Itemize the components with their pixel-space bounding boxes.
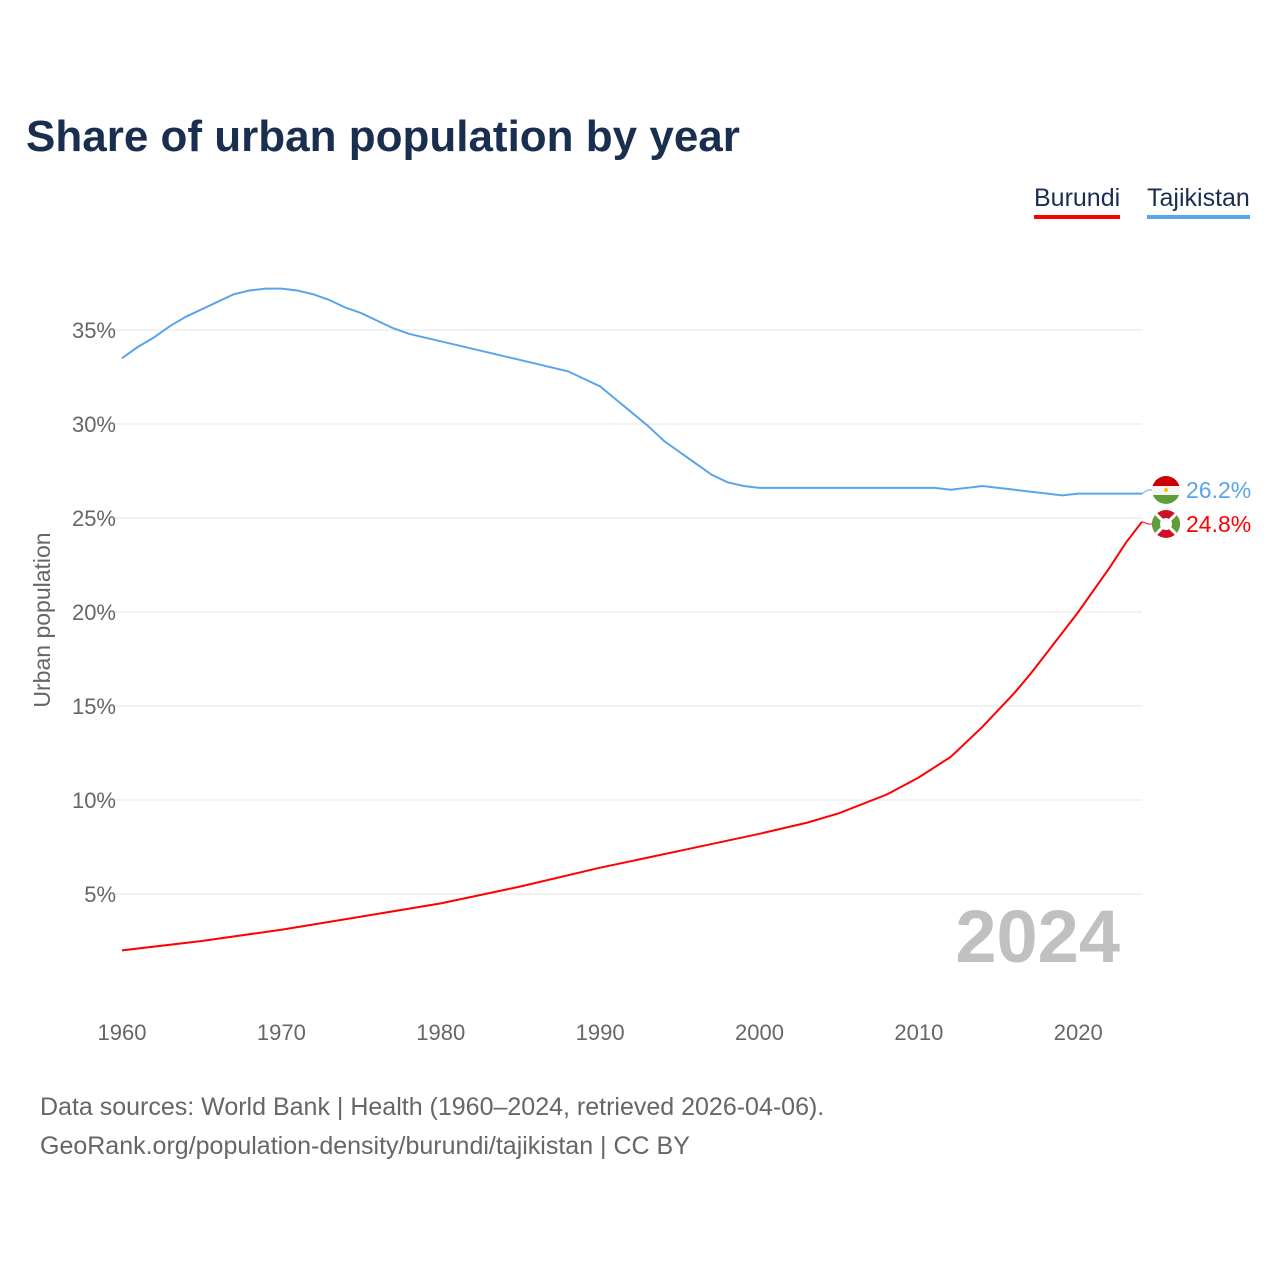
source-note: Data sources: World Bank | Health (1960–… — [40, 1088, 824, 1166]
series-line-tajikistan — [121, 287, 1142, 497]
tajikistan-flag-icon — [1152, 476, 1180, 504]
legend-tajikistan[interactable]: Tajikistan — [1147, 184, 1250, 219]
x-tick-label: 2010 — [894, 1020, 943, 1045]
y-tick-label: 30% — [72, 412, 116, 437]
end-connector — [1141, 521, 1152, 525]
y-tick-label: 35% — [72, 318, 116, 343]
y-axis-label: Urban population — [29, 532, 55, 707]
x-tick-label: 2000 — [735, 1020, 784, 1045]
x-tick-label: 1980 — [416, 1020, 465, 1045]
legend-burundi[interactable]: Burundi — [1034, 184, 1121, 219]
y-tick-label: 15% — [72, 694, 116, 719]
y-tick-label: 10% — [72, 788, 116, 813]
source-line-2[interactable]: GeoRank.org/population-density/burundi/t… — [40, 1132, 690, 1160]
chart-title: Share of urban population by year — [26, 112, 740, 161]
end-connector — [1141, 489, 1152, 494]
x-tick-label: 2020 — [1054, 1020, 1103, 1045]
source-line-1: Data sources: World Bank | Health (1960–… — [40, 1093, 825, 1121]
series-line-burundi — [121, 521, 1143, 952]
y-tick-label: 20% — [72, 600, 116, 625]
x-tick-label: 1990 — [576, 1020, 625, 1045]
x-tick-label: 1970 — [257, 1020, 306, 1045]
y-tick-label: 25% — [72, 506, 116, 531]
end-value-label: 24.8% — [1186, 511, 1251, 537]
year-watermark: 2024 — [955, 895, 1120, 978]
burundi-flag-icon — [1152, 510, 1180, 538]
end-value-label: 26.2% — [1186, 477, 1251, 503]
y-tick-label: 5% — [84, 882, 116, 907]
x-tick-label: 1960 — [98, 1020, 147, 1045]
